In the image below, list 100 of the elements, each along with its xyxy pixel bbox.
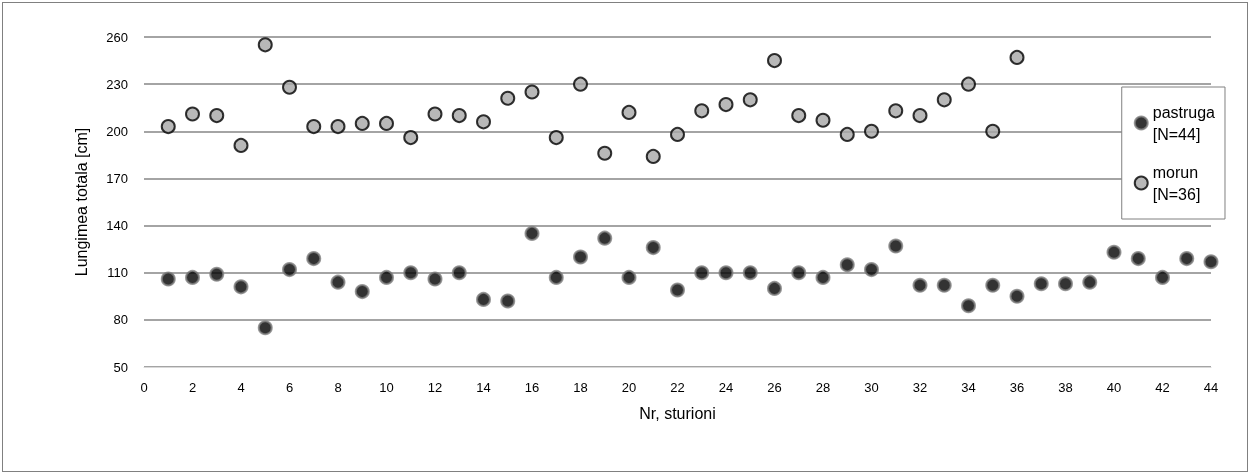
point	[233, 137, 249, 153]
point	[645, 240, 661, 256]
point	[718, 97, 734, 113]
x-tick-label: 40	[1106, 380, 1122, 395]
x-tick-label: 8	[334, 380, 342, 395]
x-tick-label: 4	[237, 380, 245, 395]
point	[839, 257, 855, 273]
point	[548, 130, 564, 146]
x-tick-label: 6	[285, 380, 294, 395]
point	[1082, 274, 1098, 290]
point	[160, 271, 176, 287]
point	[573, 249, 588, 265]
point	[791, 108, 807, 124]
y-tick-label: 80	[113, 312, 128, 328]
y-tick-label: 140	[106, 218, 128, 234]
point	[1009, 288, 1025, 304]
point	[985, 123, 1001, 139]
x-tick-label: 28	[815, 380, 831, 395]
point	[379, 115, 394, 131]
x-tick-label: 34	[961, 380, 976, 395]
x-tick-label: 30	[864, 380, 879, 395]
point	[330, 119, 346, 135]
point	[985, 277, 1001, 293]
point	[912, 277, 928, 293]
point	[888, 103, 904, 119]
point	[427, 271, 443, 287]
point	[209, 108, 225, 124]
x-tick-label: 16	[524, 380, 540, 395]
x-tick-label: 36	[1009, 380, 1025, 395]
point	[306, 251, 322, 267]
point	[936, 92, 952, 108]
point	[912, 108, 928, 124]
x-tick-label: 22	[670, 380, 685, 395]
point	[209, 266, 225, 282]
x-tick-label: 32	[912, 380, 928, 395]
point	[282, 79, 297, 95]
point	[1155, 269, 1170, 285]
point	[670, 126, 685, 142]
point	[427, 106, 443, 122]
y-tick-label: 200	[106, 123, 128, 139]
y-axis-title: Lungimea totala [cm]	[72, 127, 90, 277]
point	[1106, 244, 1122, 260]
x-tick-label: 10	[379, 380, 394, 395]
point	[742, 92, 758, 108]
y-tick-label: 260	[106, 29, 128, 45]
point	[1179, 251, 1195, 267]
point	[524, 225, 540, 241]
point	[524, 84, 540, 100]
point	[573, 76, 588, 92]
point	[621, 104, 637, 120]
point	[330, 274, 346, 290]
point	[160, 119, 176, 135]
point	[742, 265, 758, 281]
point	[548, 269, 564, 285]
point	[961, 76, 976, 92]
point	[1009, 49, 1025, 65]
point	[767, 53, 782, 69]
y-tick-label: 110	[107, 265, 128, 281]
point	[718, 265, 734, 281]
point	[500, 90, 516, 106]
point	[1058, 276, 1073, 292]
point	[354, 115, 370, 131]
point	[306, 119, 322, 135]
point	[815, 112, 831, 128]
x-tick-label: 0	[140, 380, 148, 395]
point	[645, 148, 661, 164]
legend-label: pastruga [N=44]	[1152, 103, 1216, 143]
x-tick-label: 24	[718, 380, 734, 395]
point	[379, 269, 394, 285]
point	[403, 130, 419, 146]
point	[839, 126, 855, 142]
point	[185, 269, 200, 285]
x-tick-label: 26	[767, 380, 782, 395]
x-tick-label: 42	[1155, 380, 1170, 395]
point	[670, 282, 685, 298]
point	[500, 293, 516, 309]
point	[257, 320, 273, 336]
x-tick-label: 18	[573, 380, 588, 395]
point	[185, 106, 200, 122]
point	[451, 108, 467, 124]
x-tick-label: 38	[1058, 380, 1073, 395]
point	[403, 265, 419, 281]
x-tick-label: 14	[476, 380, 491, 395]
point	[451, 265, 467, 281]
y-tick-label: 170	[106, 170, 128, 186]
x-axis-title: Nr, sturioni	[639, 404, 716, 422]
point	[257, 37, 273, 53]
point	[354, 284, 370, 300]
point	[961, 298, 976, 314]
point	[597, 145, 613, 161]
legend-label: morun [N=36]	[1152, 163, 1201, 203]
point	[864, 123, 879, 139]
point	[597, 230, 613, 246]
x-tick-label: 20	[621, 380, 637, 395]
point	[694, 103, 710, 119]
point	[815, 269, 831, 285]
point	[1203, 254, 1219, 270]
point	[936, 277, 952, 293]
x-tick-label: 44	[1203, 380, 1219, 395]
point	[233, 279, 249, 295]
